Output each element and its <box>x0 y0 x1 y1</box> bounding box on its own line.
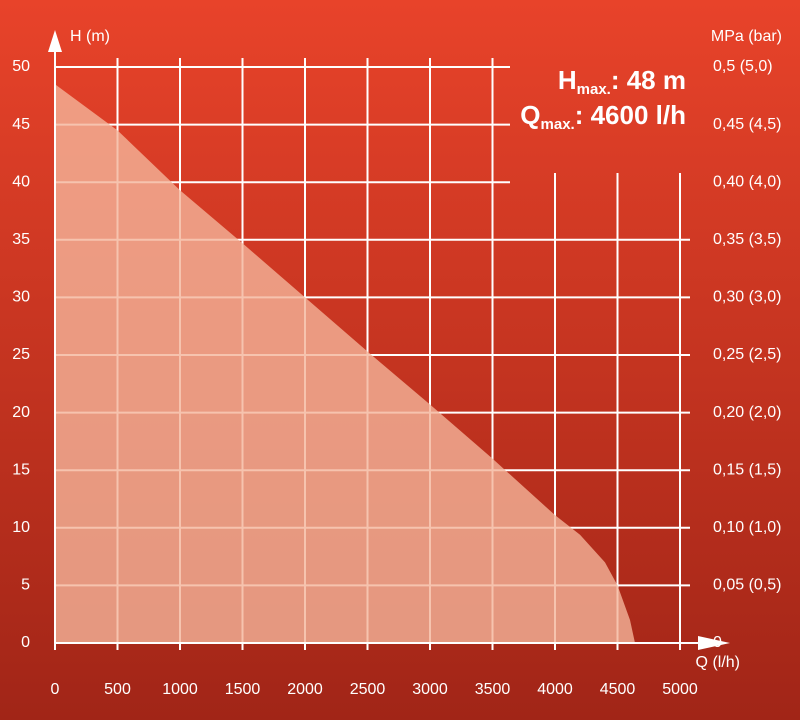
x-tick-label: 1000 <box>162 681 198 698</box>
y-tick-label: 0 <box>21 634 30 651</box>
y-tick-label: 15 <box>12 461 30 478</box>
y2-tick-label: 0,40 (4,0) <box>713 173 781 190</box>
y-tick-label: 35 <box>12 231 30 248</box>
x-tick-label: 4000 <box>537 681 573 698</box>
y-tick-label: 50 <box>12 58 30 75</box>
annotation-text: : 4600 l/h <box>575 100 686 130</box>
y-tick-label: 45 <box>12 116 30 133</box>
x-tick-label: 3500 <box>475 681 511 698</box>
y-tick-label: 30 <box>12 289 30 306</box>
x-tick-label: 2000 <box>287 681 323 698</box>
x-tick-label: 0 <box>51 681 60 698</box>
y2-tick-label: 0,35 (3,5) <box>713 231 781 248</box>
y2-tick-label: 0,20 (2,0) <box>713 404 781 421</box>
x-axis-label: Q (l/h) <box>696 654 740 671</box>
area <box>55 84 635 643</box>
x-tick-label: 5000 <box>662 681 698 698</box>
y2-tick-label: 0,10 (1,0) <box>713 519 781 536</box>
y-axis-label: H (m) <box>70 28 110 45</box>
y2-tick-label: 0,30 (3,0) <box>713 289 781 306</box>
x-tick-label: 4500 <box>600 681 636 698</box>
x-tick-label: 3000 <box>412 681 448 698</box>
annotation: Hmax.: 48 m <box>558 65 686 98</box>
y2-tick-label: 0 <box>713 634 722 651</box>
annotation-symbol: Q <box>520 100 540 130</box>
annotation-text: : 48 m <box>611 65 686 95</box>
y-arrow <box>48 30 62 52</box>
y-tick-label: 25 <box>12 346 30 363</box>
annotation: Qmax.: 4600 l/h <box>520 100 686 133</box>
x-tick-label: 500 <box>104 681 131 698</box>
y2-tick-label: 0,05 (0,5) <box>713 577 781 594</box>
x-arrow <box>698 636 730 650</box>
y-tick-label: 5 <box>21 577 30 594</box>
y-tick-label: 10 <box>12 519 30 536</box>
x-tick-label: 1500 <box>225 681 261 698</box>
y-tick-label: 20 <box>12 404 30 421</box>
annotation-subscript: max. <box>577 81 611 98</box>
y-tick-label: 40 <box>12 173 30 190</box>
y2-tick-label: 0,25 (2,5) <box>713 346 781 363</box>
y2-tick-label: 0,5 (5,0) <box>713 58 773 75</box>
x-tick-label: 2500 <box>350 681 386 698</box>
annotation-subscript: max. <box>541 116 575 133</box>
y2-axis-label: MPa (bar) <box>711 28 782 45</box>
annotation-symbol: H <box>558 65 577 95</box>
y2-tick-label: 0,15 (1,5) <box>713 461 781 478</box>
y2-tick-label: 0,45 (4,5) <box>713 116 781 133</box>
